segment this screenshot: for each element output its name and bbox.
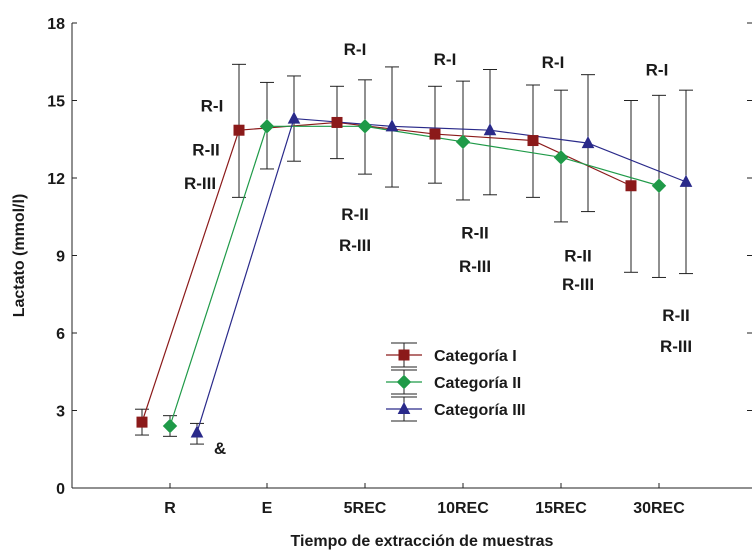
data-point-series-3 (679, 174, 693, 187)
series-markers (136, 111, 693, 438)
y-tick-label: 0 (56, 481, 65, 498)
legend-label: Categoría III (434, 402, 526, 419)
annotation-label: R-I (344, 40, 367, 59)
axes: 0 3 6 9 12 15 18 R E 5REC 10REC 15REC 30REC (47, 16, 752, 517)
data-point-series-1 (136, 416, 148, 428)
annotation-label: R-II (662, 306, 689, 325)
annotation-label: R-III (184, 174, 216, 193)
series-line-2 (169, 125, 660, 427)
y-tick-label: 15 (47, 94, 65, 111)
annotation-label: R-III (339, 236, 371, 255)
annotation-label: R-I (434, 50, 457, 69)
data-point-series-1 (429, 128, 441, 140)
annotation-label: R-II (192, 141, 219, 160)
annotation-label: R-I (646, 61, 669, 80)
data-point-series-3 (581, 136, 595, 149)
legend-marker (396, 374, 412, 390)
data-point-series-2 (162, 418, 178, 434)
x-tick-label: E (262, 500, 273, 517)
x-axis-title: Tiempo de extracción de muestras (291, 533, 554, 550)
legend: Categoría I Categoría II Categoría III (386, 342, 526, 422)
data-point-series-1 (625, 180, 637, 192)
data-point-series-3 (385, 119, 399, 132)
annotation-label: R-II (341, 205, 368, 224)
legend-label: Categoría II (434, 375, 521, 392)
error-bars (135, 63, 693, 445)
data-point-series-2 (357, 119, 373, 134)
series-line-1 (141, 121, 632, 423)
legend-label: Categoría I (434, 348, 517, 365)
data-point-series-1 (233, 124, 245, 136)
legend-marker (398, 349, 410, 361)
data-point-series-2 (455, 134, 471, 150)
annotation-label: & (214, 439, 226, 458)
x-tick-label: 5REC (344, 500, 387, 517)
series-lines (141, 117, 687, 433)
annotation-label: R-III (459, 257, 491, 276)
annotation-label: R-II (461, 223, 488, 242)
data-point-series-3 (287, 111, 301, 124)
y-tick-label: 18 (47, 16, 65, 33)
annotation-label: R-I (542, 53, 565, 72)
data-point-series-2 (259, 119, 275, 134)
data-point-series-1 (527, 135, 539, 147)
annotation-label: R-II (564, 247, 591, 266)
series-line-3 (196, 117, 687, 433)
y-tick-label: 6 (56, 326, 65, 343)
y-tick-label: 12 (47, 171, 65, 188)
y-tick-label: 3 (56, 404, 65, 421)
data-point-series-3 (483, 123, 497, 136)
data-point-series-3 (190, 425, 204, 438)
annotation-label: R-III (660, 337, 692, 356)
y-axis-title: Lactato (mmol/l) (11, 194, 28, 318)
data-point-series-2 (651, 178, 667, 193)
data-point-series-2 (553, 150, 569, 165)
annotation-label: R-III (562, 275, 594, 294)
y-tick-label: 9 (56, 249, 65, 266)
data-point-series-1 (331, 116, 343, 128)
x-tick-label: 10REC (437, 500, 489, 517)
x-tick-label: 30REC (633, 500, 685, 517)
annotation-label: R-I (201, 97, 224, 116)
x-tick-label: R (164, 500, 176, 517)
x-tick-label: 15REC (535, 500, 587, 517)
annotations: R-I R-II R-III R-I R-II R-III R-I R-II R-III R-I R… (184, 40, 692, 458)
legend-marker (397, 401, 411, 414)
